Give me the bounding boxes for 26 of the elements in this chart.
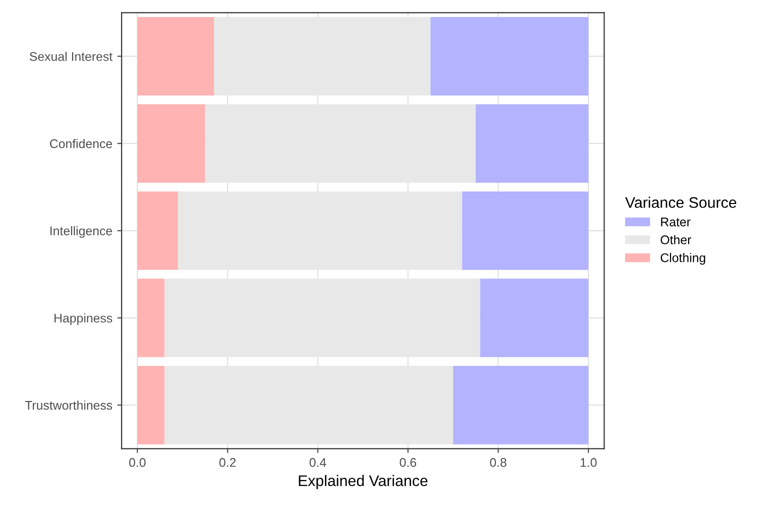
bar bbox=[137, 17, 214, 96]
x-axis-title: Explained Variance bbox=[298, 474, 428, 490]
y-tick-label: Trustworthiness bbox=[25, 400, 112, 410]
bar bbox=[453, 366, 588, 444]
legend-title: Variance Source bbox=[625, 196, 736, 208]
x-tick-label: 0.8 bbox=[490, 458, 506, 467]
bar bbox=[137, 104, 206, 183]
x-tick-label: 1.0 bbox=[580, 458, 597, 467]
bar bbox=[476, 104, 588, 183]
legend-label: Other bbox=[660, 235, 692, 244]
bar bbox=[462, 191, 588, 270]
y-tick-label: Intelligence bbox=[50, 226, 112, 238]
y-tick-label: Happiness bbox=[54, 313, 112, 326]
bar bbox=[137, 191, 178, 270]
x-tick-label: 0.6 bbox=[400, 458, 416, 467]
bar bbox=[137, 366, 164, 444]
legend-label: Rater bbox=[661, 218, 690, 226]
x-tick-label: 0.0 bbox=[129, 458, 146, 467]
bar bbox=[480, 278, 588, 358]
y-tick-label: Sexual Interest bbox=[30, 52, 112, 61]
bar bbox=[430, 17, 588, 96]
y-tick-label: Confidence bbox=[50, 138, 112, 148]
bar bbox=[137, 278, 164, 358]
x-tick-label: 0.4 bbox=[310, 458, 326, 467]
x-tick-label: 0.2 bbox=[219, 458, 236, 467]
legend-label: Clothing bbox=[660, 253, 706, 265]
